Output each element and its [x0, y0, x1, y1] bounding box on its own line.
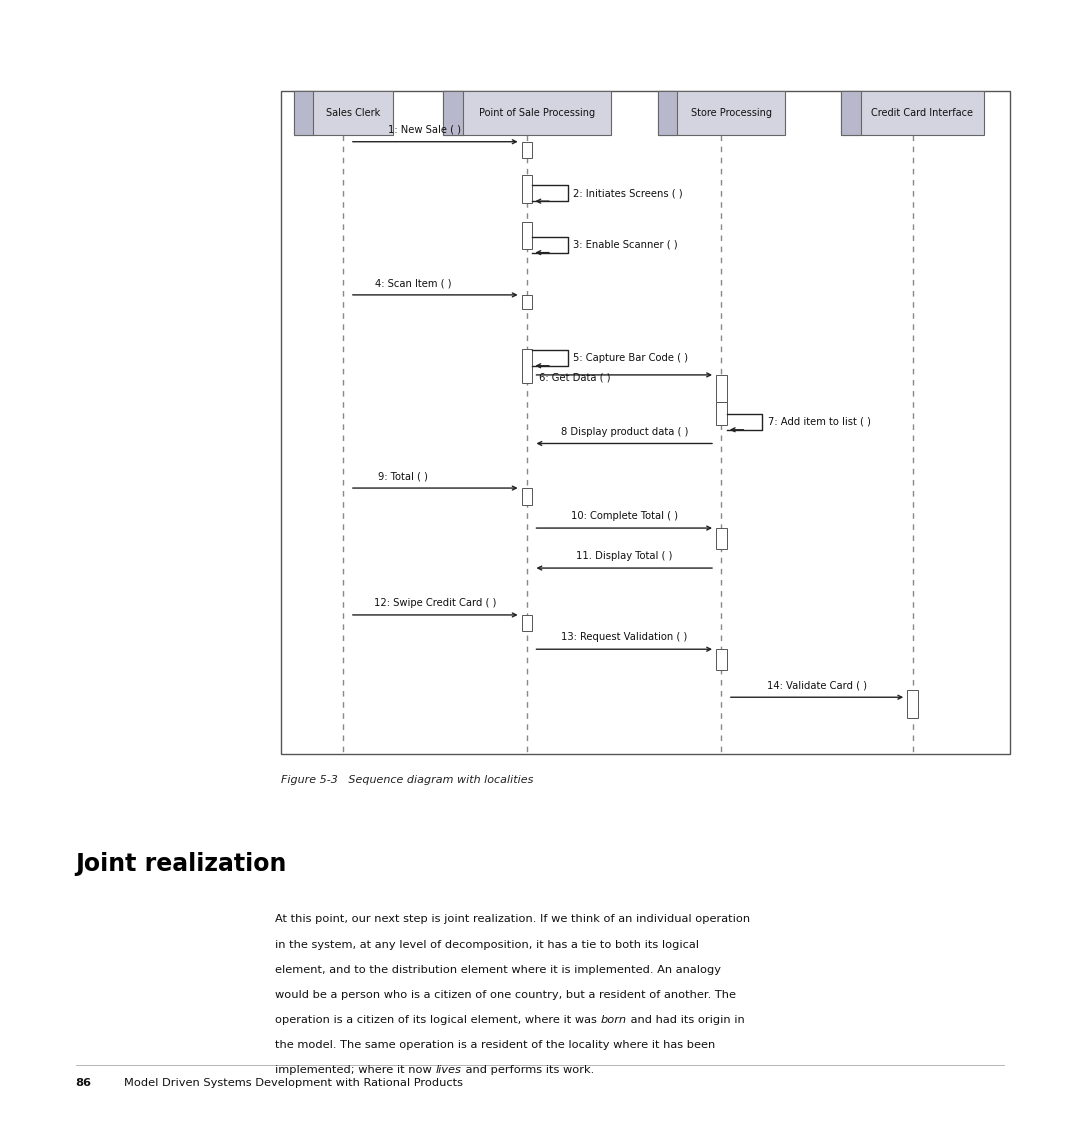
Text: At this point, our next step is joint realization. If we think of an individual : At this point, our next step is joint re… [275, 914, 751, 925]
Text: Joint realization: Joint realization [76, 852, 287, 876]
Text: Model Driven Systems Development with Rational Products: Model Driven Systems Development with Ra… [124, 1078, 463, 1088]
Text: in the system, at any level of decomposition, it has a tie to both its logical: in the system, at any level of decomposi… [275, 940, 700, 950]
Bar [522, 175, 532, 203]
Text: and performs its work.: and performs its work. [461, 1065, 594, 1076]
Text: 3: Enable Scanner ( ): 3: Enable Scanner ( ) [573, 240, 678, 249]
Bar [716, 375, 727, 402]
Text: Store Processing: Store Processing [691, 109, 772, 118]
Bar [658, 91, 677, 135]
Text: Point of Sale Processing: Point of Sale Processing [478, 109, 595, 118]
Text: implemented; where it now: implemented; where it now [275, 1065, 435, 1076]
Text: lives: lives [435, 1065, 461, 1076]
Text: and had its origin in: and had its origin in [627, 1015, 745, 1025]
Bar [443, 91, 611, 135]
Text: 14: Validate Card ( ): 14: Validate Card ( ) [767, 680, 867, 690]
Text: 8 Display product data ( ): 8 Display product data ( ) [561, 426, 688, 437]
Bar [294, 91, 393, 135]
Text: 9: Total ( ): 9: Total ( ) [378, 471, 428, 481]
Text: 7: Add item to list ( ): 7: Add item to list ( ) [768, 417, 870, 426]
Text: 6: Get Data ( ): 6: Get Data ( ) [539, 373, 610, 383]
Text: 1: New Sale ( ): 1: New Sale ( ) [388, 125, 461, 135]
Text: Sales Clerk: Sales Clerk [326, 109, 380, 118]
Text: 12: Swipe Credit Card ( ): 12: Swipe Credit Card ( ) [374, 598, 497, 608]
Text: 2: Initiates Screens ( ): 2: Initiates Screens ( ) [573, 189, 684, 198]
Text: born: born [600, 1015, 627, 1025]
Bar [443, 91, 462, 135]
Bar [716, 402, 727, 425]
Bar [658, 91, 785, 135]
Text: would be a person who is a citizen of one country, but a resident of another. Th: would be a person who is a citizen of on… [275, 990, 737, 1000]
Bar [716, 649, 727, 670]
Text: 10: Complete Total ( ): 10: Complete Total ( ) [570, 511, 678, 521]
Text: operation is a citizen of its logical element, where it was: operation is a citizen of its logical el… [275, 1015, 600, 1025]
Text: 11. Display Total ( ): 11. Display Total ( ) [576, 551, 673, 561]
Text: Figure 5-3   Sequence diagram with localities: Figure 5-3 Sequence diagram with localit… [281, 775, 534, 785]
Bar [841, 91, 861, 135]
Text: 13: Request Validation ( ): 13: Request Validation ( ) [562, 632, 687, 642]
Bar [522, 615, 532, 631]
Bar [522, 295, 532, 309]
Text: the model. The same operation is a resident of the locality where it has been: the model. The same operation is a resid… [275, 1040, 716, 1050]
Text: 5: Capture Bar Code ( ): 5: Capture Bar Code ( ) [573, 353, 688, 362]
Bar [522, 222, 532, 249]
Bar [294, 91, 313, 135]
Bar [281, 91, 1010, 754]
Bar [907, 690, 918, 718]
Bar [522, 142, 532, 158]
Text: element, and to the distribution element where it is implemented. An analogy: element, and to the distribution element… [275, 965, 721, 975]
Bar [841, 91, 984, 135]
Text: 4: Scan Item ( ): 4: Scan Item ( ) [376, 278, 451, 288]
Bar [716, 528, 727, 549]
Text: 86: 86 [76, 1078, 92, 1088]
Bar [522, 488, 532, 505]
Bar [522, 349, 532, 383]
Text: Credit Card Interface: Credit Card Interface [872, 109, 973, 118]
